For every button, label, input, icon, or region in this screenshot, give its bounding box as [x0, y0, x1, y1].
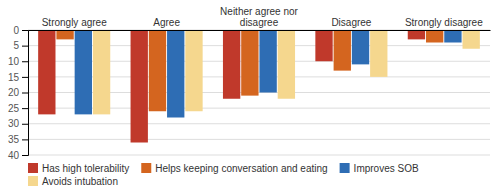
tick: Neither agree nordisagree	[220, 6, 298, 28]
grid	[28, 30, 490, 155]
bar-series	[38, 30, 425, 143]
tick-mark	[22, 46, 28, 47]
tick-mark	[22, 139, 28, 140]
bar	[75, 30, 92, 114]
bar	[185, 30, 202, 111]
bar	[408, 30, 425, 39]
legend-swatch	[28, 163, 38, 173]
legend-swatch	[141, 163, 151, 173]
bar	[352, 30, 369, 64]
tick-mark	[22, 93, 28, 94]
legend-item: Improves SOB	[340, 163, 419, 174]
bar	[149, 30, 166, 111]
legend-item: Avoids intubation	[28, 176, 118, 187]
tick: Strongly agree	[42, 17, 107, 28]
tick: Strongly disagree	[405, 17, 483, 28]
tick: 15	[8, 72, 28, 83]
tick: 10	[8, 56, 28, 67]
bar-series	[93, 30, 480, 114]
tick: 35	[8, 134, 28, 145]
bar	[131, 30, 148, 143]
tick-label: 10	[8, 56, 20, 67]
bar	[38, 30, 55, 114]
bar	[334, 30, 351, 71]
y-axis: 0 5 10 15 20 25 30 35 40	[8, 25, 29, 161]
chart: Has high tolerability Helps keeping conve…	[0, 0, 500, 191]
legend: Has high tolerability Helps keeping conve…	[28, 163, 419, 187]
tick-label: 15	[8, 72, 20, 83]
grid-line	[28, 139, 490, 140]
legend-swatch	[28, 176, 38, 186]
axis-line	[22, 31, 29, 156]
tick-label: 30	[8, 118, 20, 129]
legend-label: Helps keeping conversation and eating	[155, 163, 327, 174]
bar-series	[56, 30, 443, 111]
bar-series	[75, 30, 462, 118]
tick: 5	[13, 40, 28, 51]
bar	[463, 30, 480, 49]
x-axis: Strongly agree Agree Neither agree nordisa…	[29, 6, 491, 31]
tick-mark	[22, 124, 28, 125]
tick-mark	[22, 155, 28, 156]
legend-label: Avoids intubation	[42, 176, 118, 187]
legend-item: Helps keeping conversation and eating	[141, 163, 327, 174]
tick: 20	[8, 87, 28, 98]
tick-label: Strongly disagree	[405, 17, 483, 28]
tick-mark	[22, 61, 28, 62]
tick-label: Agree	[153, 17, 180, 28]
bar	[167, 30, 184, 118]
tick: Disagree	[331, 17, 371, 28]
tick: 40	[8, 150, 28, 161]
bar	[278, 30, 295, 99]
bar	[241, 30, 258, 96]
tick-label: 0	[13, 25, 19, 36]
tick: 25	[8, 103, 28, 114]
legend-label: Improves SOB	[354, 163, 419, 174]
bar	[56, 30, 73, 39]
plot: 0 5 10 15 20 25 30 35 40 Strongly agree Agree Neith…	[8, 6, 491, 161]
bar	[259, 30, 276, 93]
axis-line	[29, 30, 491, 31]
tick-label: 35	[8, 134, 20, 145]
tick: Agree	[153, 17, 180, 28]
tick-label: 25	[8, 103, 20, 114]
tick-mark	[22, 30, 28, 31]
grid-line	[28, 30, 490, 31]
bar	[315, 30, 332, 61]
bar	[223, 30, 240, 99]
grid-line	[28, 155, 490, 156]
bar	[93, 30, 110, 114]
tick-label: Disagree	[331, 17, 371, 28]
tick-mark	[22, 108, 28, 109]
bar	[444, 30, 461, 43]
tick: 0	[13, 25, 28, 36]
tick-label: 40	[8, 150, 20, 161]
grid-line	[28, 123, 490, 124]
tick-label: 20	[8, 87, 20, 98]
legend-item: Has high tolerability	[28, 163, 129, 174]
tick: 30	[8, 118, 28, 129]
bars	[38, 30, 480, 143]
legend-label: Has high tolerability	[42, 163, 129, 174]
tick-label: 5	[13, 40, 19, 51]
tick-label: Strongly agree	[42, 17, 107, 28]
legend-swatch	[340, 163, 350, 173]
tick-label: Neither agree nordisagree	[220, 6, 298, 28]
bar	[370, 30, 387, 77]
tick-mark	[22, 77, 28, 78]
bar	[426, 30, 443, 43]
